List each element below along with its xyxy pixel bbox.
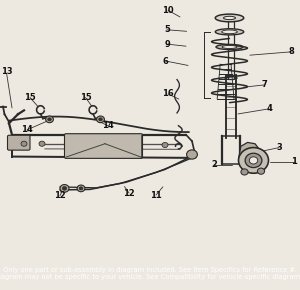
Ellipse shape — [224, 16, 236, 20]
Text: 12: 12 — [123, 188, 135, 197]
Text: 1: 1 — [291, 157, 297, 166]
Text: 12: 12 — [54, 191, 66, 200]
Circle shape — [48, 118, 51, 121]
Circle shape — [77, 185, 85, 192]
Text: 5: 5 — [164, 25, 170, 34]
Circle shape — [187, 150, 197, 159]
FancyBboxPatch shape — [64, 134, 142, 158]
Text: 8: 8 — [288, 47, 294, 56]
Text: 14: 14 — [21, 125, 33, 134]
Circle shape — [46, 116, 53, 123]
Circle shape — [245, 153, 262, 168]
Text: 10: 10 — [162, 6, 174, 15]
Circle shape — [60, 184, 69, 192]
Text: 7: 7 — [261, 80, 267, 89]
Circle shape — [62, 186, 67, 190]
Text: 3: 3 — [276, 143, 282, 152]
Circle shape — [99, 118, 102, 121]
Ellipse shape — [222, 30, 237, 34]
Ellipse shape — [215, 29, 244, 35]
Text: 13: 13 — [1, 67, 12, 76]
Ellipse shape — [222, 46, 237, 48]
Circle shape — [257, 168, 265, 174]
Ellipse shape — [216, 44, 243, 50]
FancyBboxPatch shape — [8, 135, 30, 150]
Text: 15: 15 — [24, 93, 36, 102]
Text: Only one part or sub-assembly in diagram included. See Item Specifics for Refere: Only one part or sub-assembly in diagram… — [0, 267, 300, 280]
Text: 6: 6 — [163, 57, 169, 66]
Circle shape — [162, 142, 168, 148]
Text: 9: 9 — [164, 40, 170, 49]
Text: 2: 2 — [211, 160, 217, 169]
Circle shape — [39, 141, 45, 146]
Ellipse shape — [215, 14, 244, 22]
Text: 14: 14 — [102, 121, 114, 130]
Circle shape — [79, 187, 83, 190]
Circle shape — [249, 157, 258, 164]
Circle shape — [97, 116, 104, 123]
Text: 11: 11 — [150, 191, 162, 200]
Text: 4: 4 — [266, 104, 272, 113]
Circle shape — [238, 148, 268, 173]
Polygon shape — [238, 142, 258, 159]
Text: 15: 15 — [80, 93, 92, 102]
Text: 16: 16 — [162, 89, 174, 98]
Circle shape — [21, 141, 27, 146]
Circle shape — [241, 169, 248, 175]
